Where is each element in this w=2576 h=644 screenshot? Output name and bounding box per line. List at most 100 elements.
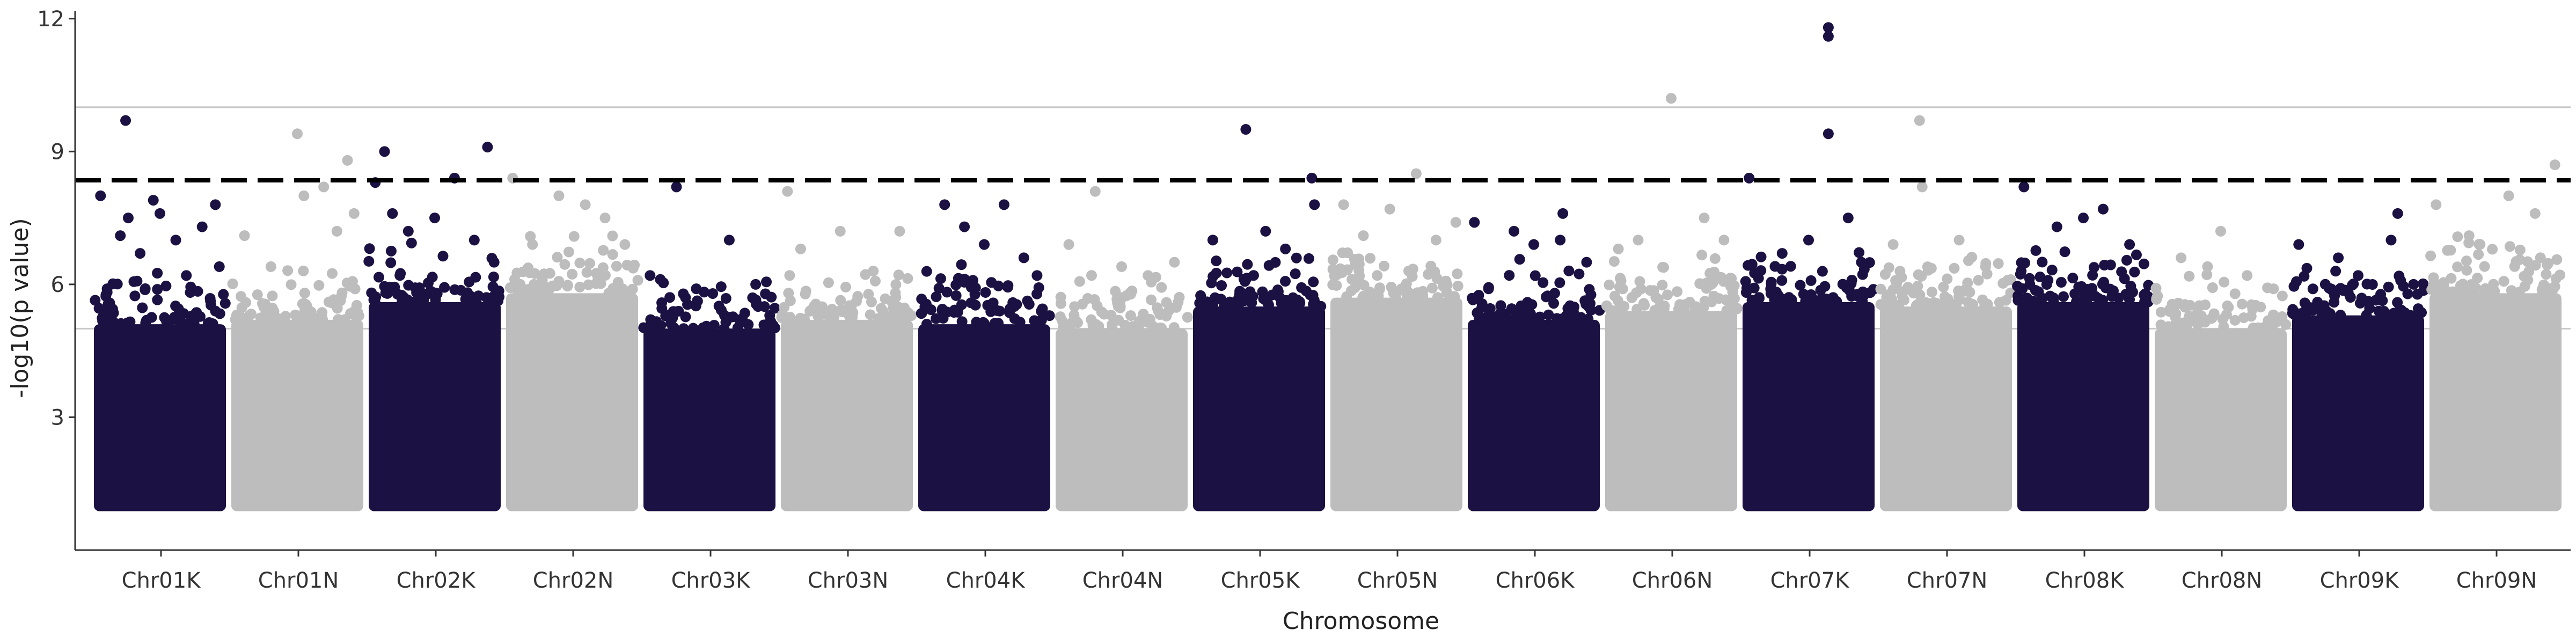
peak-point [2124, 239, 2135, 250]
point [1440, 275, 1452, 287]
point [2330, 266, 2341, 277]
point [1296, 282, 1307, 293]
peak-point [1338, 199, 1349, 210]
peak-point [959, 221, 970, 232]
point [169, 312, 180, 323]
point [1023, 298, 1035, 310]
peak-point [2215, 225, 2226, 237]
point [1379, 260, 1390, 272]
peak-point [170, 235, 181, 246]
peak-point [1018, 252, 1029, 264]
peak-point [2268, 283, 2279, 295]
point [1504, 270, 1515, 281]
point [2461, 255, 2472, 267]
point [2229, 288, 2241, 299]
peak-point [1744, 172, 1755, 184]
point [2272, 316, 2284, 327]
point [1287, 298, 1298, 309]
point [2354, 297, 2366, 309]
point [2030, 245, 2041, 256]
dense-points-Chr05K [1193, 306, 1325, 511]
point [2206, 313, 2217, 324]
point [1354, 270, 1365, 281]
point [970, 282, 981, 294]
peak-point [1063, 239, 1074, 250]
point [1004, 303, 1015, 314]
point [406, 237, 417, 248]
point [1432, 292, 1443, 303]
y-tick-label: 9 [51, 140, 64, 164]
peak-point [1557, 208, 1569, 219]
peak-point [239, 230, 250, 241]
point [1698, 302, 1709, 313]
peak-point [1031, 270, 1043, 281]
point [567, 268, 578, 280]
peak-point [795, 243, 806, 254]
point [2480, 283, 2491, 294]
peak-point [1430, 235, 1441, 246]
point [1194, 297, 1205, 309]
point [764, 310, 775, 321]
peak-point [2202, 261, 2213, 272]
peak-point [1914, 115, 1925, 126]
point [2207, 282, 2218, 294]
peak-point [1856, 257, 1867, 268]
point [607, 249, 618, 260]
point [1753, 292, 1765, 303]
point [956, 299, 967, 310]
point [1973, 275, 1984, 286]
point [863, 289, 874, 300]
point [1036, 305, 1047, 317]
x-tick-label: Chr09N [2456, 568, 2537, 593]
point [665, 318, 676, 329]
point [252, 289, 263, 301]
peak-point [723, 235, 735, 246]
point [1837, 279, 1848, 290]
point [2155, 306, 2167, 318]
point [2509, 261, 2520, 272]
point [115, 318, 127, 329]
peak-point [1613, 243, 1624, 254]
peak-point [101, 283, 113, 295]
point [90, 295, 101, 306]
point [1680, 299, 1692, 310]
point [1417, 286, 1429, 297]
peak-point [1953, 235, 1965, 246]
point [1144, 313, 1155, 325]
point [1221, 267, 1233, 279]
data-points [90, 22, 2566, 511]
point [1206, 277, 1217, 289]
point [2105, 259, 2116, 270]
series-Chr02N [504, 172, 643, 511]
point [2413, 303, 2424, 314]
point [1634, 276, 1645, 287]
peak-point [1699, 213, 1710, 224]
point [581, 267, 592, 278]
point [1232, 266, 1243, 277]
point [1894, 266, 1906, 277]
series-Chr02K [363, 142, 505, 511]
point [140, 317, 151, 328]
dense-points-Chr08K [2017, 302, 2149, 511]
peak-point [2463, 230, 2475, 241]
point [1615, 275, 1627, 287]
point [316, 311, 327, 322]
point [2536, 284, 2548, 295]
point [2263, 315, 2274, 326]
peak-point [2353, 270, 2363, 281]
peak-point [1116, 261, 1127, 272]
point [2058, 291, 2069, 302]
dense-points-Chr04K [918, 324, 1050, 511]
peak-point [1169, 257, 1180, 268]
peak-point [2431, 199, 2442, 210]
point [893, 269, 904, 281]
peak-point [1718, 235, 1730, 246]
point [1922, 298, 1934, 310]
point [1452, 268, 1463, 280]
point [2030, 284, 2041, 296]
point [1658, 303, 1670, 314]
point [385, 257, 397, 268]
point [921, 266, 932, 277]
peak-point [1823, 128, 1834, 140]
point [366, 287, 377, 298]
